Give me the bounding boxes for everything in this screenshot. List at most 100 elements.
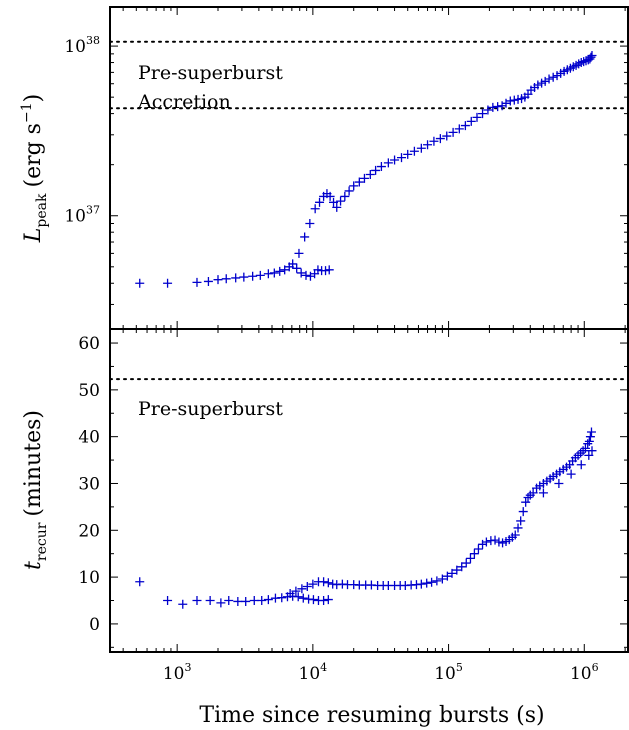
top-data-point: [501, 98, 511, 108]
top-data-point: [505, 96, 515, 106]
bottom-data-point: [427, 577, 437, 587]
top-data-point: [305, 271, 315, 281]
bottom-data-point: [583, 439, 593, 449]
top-data-point: [269, 268, 279, 278]
top-data-point: [454, 124, 464, 134]
top-annotation-accretion: Accretion: [137, 91, 231, 113]
top-data-point: [324, 265, 334, 275]
bottom-data-point: [178, 599, 188, 609]
bottom-data-point: [566, 469, 576, 479]
top-data-point: [163, 278, 173, 288]
x-tick-label: 105: [434, 661, 463, 684]
x-tick-label: 103: [163, 661, 192, 684]
peak-luminosity-panel: 1037 1038 Pre-superburst Accretion Lpeak(…: [19, 6, 629, 330]
top-data-point: [239, 272, 249, 282]
bottom-data-point: [528, 488, 538, 498]
bottom-data-point: [521, 497, 531, 507]
top-data-point: [340, 191, 350, 201]
top-data-point: [255, 270, 265, 280]
top-data-point: [263, 269, 273, 279]
bottom-ticks: [110, 329, 628, 652]
top-data-point: [300, 232, 310, 242]
bottom-data-point: [302, 581, 312, 591]
bottom-data-point: [457, 562, 467, 572]
bottom-data-point: [422, 578, 432, 588]
bottom-annotation-pre-superburst: Pre-superburst: [138, 398, 283, 420]
top-data-point: [460, 121, 470, 131]
top-data-point: [493, 102, 503, 112]
top-data-point: [359, 173, 369, 183]
top-plot-frame: [109, 6, 629, 330]
top-data-point: [371, 165, 381, 175]
top-data-point: [544, 74, 554, 84]
top-data-point: [581, 56, 591, 66]
bottom-data-point: [135, 577, 145, 587]
bottom-data-point: [205, 596, 215, 606]
top-data-point: [472, 112, 482, 122]
bottom-data-point: [437, 574, 447, 584]
top-data-point: [329, 197, 339, 207]
top-data-point: [376, 162, 386, 172]
top-data-point: [315, 197, 325, 207]
top-data-point: [336, 196, 346, 206]
top-data-point: [231, 273, 241, 283]
bottom-data-point: [319, 577, 329, 587]
bottom-data-point: [285, 588, 295, 598]
top-data-point: [383, 158, 393, 168]
bottom-data-point: [538, 488, 548, 498]
bottom-data-point: [490, 535, 500, 545]
bottom-data-point: [163, 596, 173, 606]
top-data-point: [294, 248, 304, 258]
top-reference-lines: [109, 40, 629, 110]
bottom-data-point: [587, 446, 597, 456]
top-data-point: [310, 204, 320, 214]
bottom-plot-frame: [109, 328, 629, 653]
top-data-point: [321, 266, 331, 276]
top-data-point: [488, 102, 498, 112]
top-data-point: [192, 277, 202, 287]
bottom-data-point: [481, 537, 491, 547]
bottom-data-point: [469, 549, 479, 559]
top-data-point: [483, 105, 493, 115]
bottom-data-point: [432, 576, 442, 586]
bottom-data-point: [263, 595, 273, 605]
top-data-point: [586, 52, 596, 62]
top-y-tick-label: 1037: [64, 204, 100, 227]
bottom-data-point: [554, 478, 564, 488]
top-data-point: [403, 149, 413, 159]
top-data-point: [540, 76, 550, 86]
top-data-point: [296, 268, 306, 278]
top-data-point: [280, 265, 290, 275]
top-data-point: [429, 136, 439, 146]
top-data-point: [416, 143, 426, 153]
top-data-point: [448, 127, 458, 137]
x-axis-label: Time since resuming bursts (s): [199, 703, 544, 728]
top-data-point: [349, 181, 359, 191]
top-data-point: [288, 259, 298, 269]
bottom-data-point: [298, 593, 308, 603]
top-data-point: [397, 153, 407, 163]
bottom-data-point: [473, 544, 483, 554]
top-data-point: [579, 57, 589, 67]
bottom-data-point: [308, 595, 318, 605]
bottom-tick-labels: 0 10 20 30 40 50 60: [78, 334, 100, 635]
bottom-y-tick-label: 20: [78, 521, 100, 541]
top-data-point: [365, 170, 375, 180]
top-data-points: [135, 51, 597, 288]
bottom-data-points: [135, 427, 597, 609]
top-data-point: [354, 177, 364, 187]
top-data-point: [248, 271, 258, 281]
bottom-data-point: [257, 596, 267, 606]
top-data-point: [478, 109, 488, 119]
top-ticks: [110, 7, 628, 329]
bottom-data-point: [576, 460, 586, 470]
top-data-point: [203, 276, 213, 286]
top-data-point: [332, 202, 342, 212]
top-data-point: [135, 278, 145, 288]
top-data-point: [275, 266, 285, 276]
bottom-data-point: [291, 586, 301, 596]
bottom-data-point: [585, 432, 595, 442]
bottom-y-tick-label: 0: [89, 615, 100, 635]
top-data-point: [435, 134, 445, 144]
